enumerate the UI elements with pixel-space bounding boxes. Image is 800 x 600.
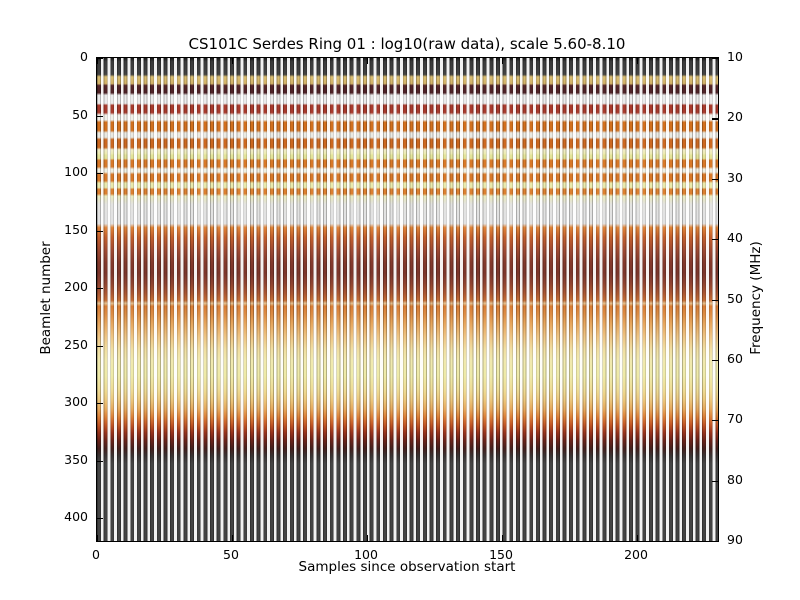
y-axis-left-label: Beamlet number: [38, 241, 54, 355]
y-right-tick: [712, 480, 718, 482]
y-right-tick-label: 20: [727, 109, 743, 125]
y-left-tick: [97, 115, 103, 117]
y-left-tick-label: 300: [64, 393, 88, 409]
y-right-tick: [712, 178, 718, 180]
x-tick-label: 50: [223, 547, 239, 562]
y-right-tick-label: 30: [727, 169, 743, 185]
y-right-tick-label: 10: [727, 48, 743, 64]
y-axis-right-label: Frequency (MHz): [748, 241, 764, 355]
y-left-tick-label: 100: [64, 163, 88, 179]
y-right-tick: [712, 118, 718, 120]
y-right-tick: [712, 541, 718, 543]
y-left-tick-label: 200: [64, 278, 88, 294]
x-bottom-tick: [502, 535, 504, 541]
y-right-tick: [712, 359, 718, 362]
y-left-tick: [97, 173, 103, 175]
y-right-tick-label: 70: [727, 411, 743, 426]
y-right-tick: [712, 239, 718, 241]
y-left-tick-label: 50: [72, 106, 88, 122]
x-top-tick: [367, 58, 369, 64]
y-left-tick: [97, 288, 103, 290]
x-top-tick: [502, 58, 504, 64]
y-right-tick-label: 50: [727, 290, 743, 306]
y-left-tick-label: 0: [80, 48, 88, 64]
x-top-tick: [637, 58, 639, 64]
y-left-tick-label: 150: [64, 221, 88, 237]
y-right-tick: [712, 299, 718, 301]
x-tick-label: 0: [92, 547, 100, 562]
y-right-tick: [712, 58, 718, 60]
y-left-tick: [97, 518, 103, 520]
x-tick-label: 150: [489, 547, 513, 562]
y-left-tick-label: 400: [64, 508, 88, 524]
y-right-tick: [712, 420, 718, 422]
y-left-tick-label: 250: [64, 336, 88, 352]
x-bottom-tick: [367, 535, 369, 541]
y-right-tick-label: 60: [727, 350, 743, 366]
x-bottom-tick: [637, 535, 639, 541]
y-right-tick-label: 90: [727, 531, 743, 547]
y-left-tick: [97, 345, 103, 347]
y-left-tick: [97, 403, 103, 405]
y-left-tick: [97, 230, 103, 232]
heatmap-plot-area: [96, 57, 719, 543]
x-tick-label: 200: [624, 547, 648, 562]
y-left-tick-label: 350: [64, 451, 88, 467]
x-top-tick: [232, 58, 234, 64]
x-axis-label: Samples since observation start: [298, 559, 516, 575]
y-right-tick-label: 40: [727, 229, 743, 245]
x-bottom-tick: [232, 535, 234, 541]
x-top-tick: [97, 58, 99, 64]
y-left-tick: [97, 460, 103, 462]
x-tick-label: 100: [354, 547, 378, 562]
y-left-tick: [97, 58, 103, 60]
y-right-tick-label: 80: [727, 471, 743, 487]
x-bottom-tick: [97, 535, 99, 541]
plot-title: CS101C Serdes Ring 01 : log10(raw data),…: [188, 35, 626, 53]
